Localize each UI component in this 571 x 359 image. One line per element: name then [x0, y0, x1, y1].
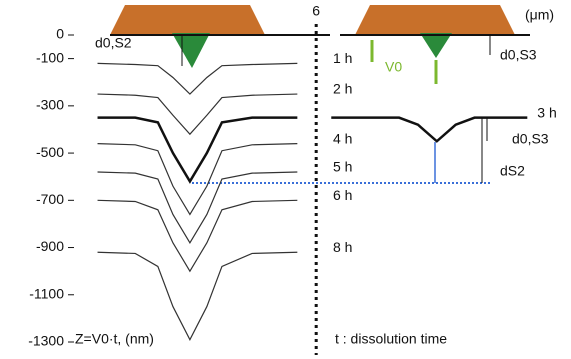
- x-unit: (μm): [525, 7, 554, 23]
- series-label: 8 h: [333, 239, 352, 255]
- annotation: d0,S2: [95, 35, 132, 51]
- chart: d0,S2 d0,S3 V0 d0,S3 dS2 Z=V0·t, (nm) t …: [0, 0, 571, 359]
- y-tick-label: -100: [36, 49, 64, 65]
- y-tick-label: -1300: [28, 333, 64, 349]
- annotation: t : dissolution time: [335, 331, 447, 347]
- pit-cone: [172, 33, 210, 68]
- profile-line: [98, 144, 298, 215]
- profile-line: [98, 200, 298, 271]
- x-tick-label: 6: [312, 3, 320, 19]
- y-tick-label: -500: [36, 144, 64, 160]
- annotation: V0: [385, 59, 402, 75]
- profile-line: [98, 252, 298, 339]
- annotation: dS2: [500, 163, 525, 179]
- profile-line: [98, 94, 298, 134]
- pit-cone: [420, 33, 452, 58]
- y-tick-label: -900: [36, 238, 64, 254]
- series-label: 2 h: [333, 81, 352, 97]
- series-label: 3 h: [537, 104, 556, 120]
- y-tick-label: -700: [36, 191, 64, 207]
- annotation: d0,S3: [500, 47, 537, 63]
- y-tick-label: -1100: [29, 285, 64, 301]
- series-label: 6 h: [333, 187, 352, 203]
- profile-line: [98, 118, 528, 182]
- afm-image: [355, 5, 515, 35]
- annotation: d0,S3: [512, 131, 549, 147]
- afm-image: [110, 5, 265, 35]
- y-tick-label: 0: [56, 26, 64, 42]
- profile-line: [98, 63, 298, 94]
- series-label: 1 h: [333, 50, 352, 66]
- series-label: 5 h: [333, 159, 352, 175]
- series-label: 4 h: [333, 130, 352, 146]
- axis-label: Z=V0·t, (nm): [75, 331, 154, 347]
- y-tick-label: -300: [36, 97, 64, 113]
